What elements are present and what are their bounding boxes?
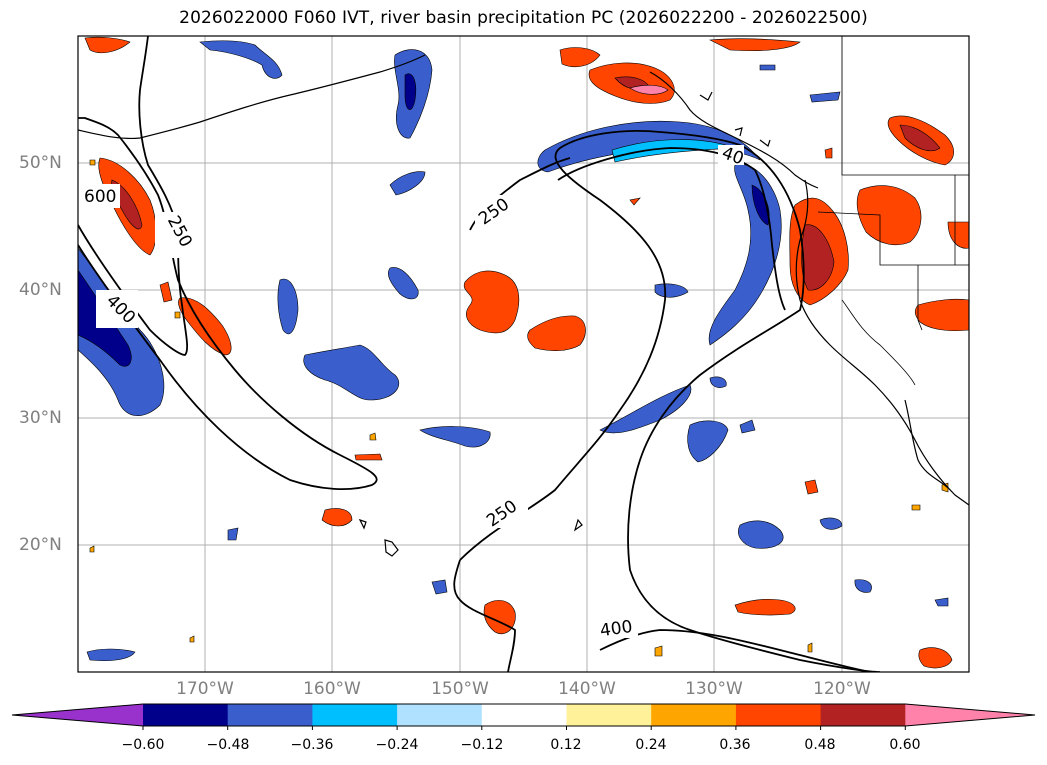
colorbar-segment [735, 704, 822, 726]
colorbar-tick-label: −0.60 [121, 737, 165, 753]
colorbar-tick-label: 0.48 [804, 737, 836, 753]
lon-label-160w: 160°W [303, 679, 361, 699]
colorbar-segment [820, 704, 906, 726]
lat-label-30n: 30°N [19, 408, 62, 428]
colorbar-extend-right [905, 704, 1035, 726]
lat-label-40n: 40°N [19, 280, 62, 300]
colorbar-segment [143, 704, 229, 726]
colorbar-segment [312, 704, 398, 726]
colorbar-tick-label: −0.24 [375, 737, 419, 753]
gridlines [78, 36, 969, 672]
colorbar-tick-label: −0.36 [290, 737, 334, 753]
coastlines [78, 54, 969, 557]
lon-label-170w: 170°W [176, 679, 234, 699]
colorbar-tick-label: −0.48 [206, 737, 250, 753]
boundaries [817, 36, 969, 386]
colorbar-segment [481, 704, 567, 726]
lon-label-130w: 130°W [685, 679, 743, 699]
contour-labels: 600 250 400 250 40 250 400 [82, 143, 746, 641]
colorbar-tick-label: 0.24 [635, 737, 667, 753]
colorbar-segment [397, 704, 483, 726]
lat-label-50n: 50°N [19, 153, 62, 173]
colorbar-tick-label: 0.36 [719, 737, 751, 753]
colorbar-tick-label: 0.60 [889, 737, 921, 753]
colorbar [11, 703, 1036, 730]
lon-label-120w: 120°W [813, 679, 871, 699]
contour-label-600: 600 [84, 187, 116, 207]
map-frame [77, 35, 970, 673]
map-area: 600 250 400 250 40 250 400 [78, 36, 969, 672]
map-title: 2026022000 F060 IVT, river basin precipi… [179, 8, 868, 28]
lon-label-140w: 140°W [558, 679, 616, 699]
contour-label-400-b: 400 [599, 617, 634, 641]
colorbar-extend-left [12, 704, 143, 726]
colorbar-segment [227, 704, 313, 726]
colorbar-tick-label: −0.12 [460, 737, 504, 753]
colorbar-segment [566, 704, 652, 726]
lon-label-150w: 150°W [431, 679, 489, 699]
lat-label-20n: 20°N [19, 535, 62, 555]
colorbar-segment [651, 704, 737, 726]
colorbar-tick-label: 0.12 [550, 737, 582, 753]
